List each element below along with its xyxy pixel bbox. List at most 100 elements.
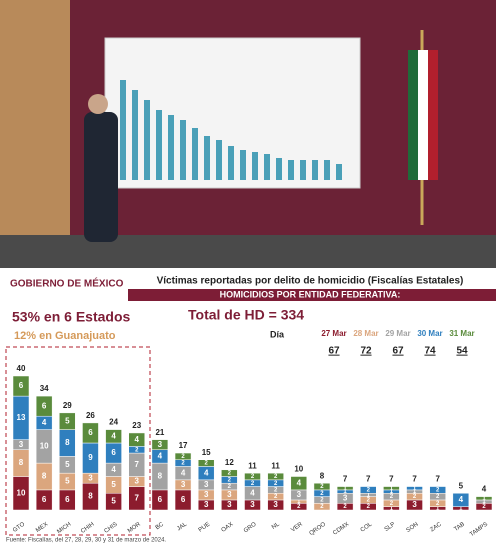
segment-label: 3 (204, 500, 209, 509)
segment-label: 2 (181, 454, 185, 460)
bar-segment (82, 422, 99, 444)
segment-label: 10 (40, 441, 49, 450)
photo-screen-bars (120, 80, 342, 180)
subtitle-band (128, 289, 496, 301)
segment-label: 5 (65, 477, 70, 486)
segment-label: 3 (343, 493, 348, 502)
segment-label: 4 (111, 465, 116, 474)
bar-total: 7 (412, 475, 417, 484)
headline: 53% en 6 Estados (12, 309, 130, 325)
x-tick-label: SON (406, 522, 420, 534)
bar-segment (35, 395, 53, 417)
segment-label: 2 (436, 494, 440, 500)
segment-label: 3 (412, 500, 417, 509)
segment-label: 6 (88, 428, 93, 437)
bar-segment (59, 412, 76, 430)
segment-label: 5 (65, 460, 70, 469)
bar-total: 11 (271, 461, 280, 470)
segment-label: 2 (274, 481, 278, 487)
x-tick-label: GTO (12, 521, 26, 533)
segment-label: 10 (17, 488, 26, 497)
x-tick-label: JAL (176, 521, 188, 532)
photo-person (84, 112, 118, 242)
segment-label: 2 (367, 504, 371, 510)
segment-label: 2 (320, 491, 324, 497)
segment-label: 8 (158, 472, 163, 481)
segment-label: 1 (482, 499, 486, 505)
segment-label: 6 (65, 495, 70, 504)
bar-total: 23 (132, 421, 141, 430)
segment-label: 4 (135, 435, 140, 444)
segment-label: 6 (42, 495, 47, 504)
segment-label: 4 (204, 468, 209, 477)
x-tick-label: CHIS (103, 522, 118, 535)
segment-label: 6 (42, 401, 47, 410)
segment-label: 2 (320, 504, 324, 510)
segment-label: 2 (181, 461, 185, 467)
photo-flag-red (428, 50, 438, 180)
bar-segment (267, 472, 284, 481)
x-tick-label: TAB (453, 522, 466, 533)
bar-segment (452, 493, 470, 507)
legend-total: 74 (424, 346, 436, 357)
highlight-box (5, 346, 151, 536)
x-tick-label: VER (290, 521, 304, 533)
segment-label: 4 (42, 418, 47, 427)
segment-label: 1 (367, 493, 371, 499)
total-label: Total de HD = 334 (188, 307, 304, 323)
x-tick-label: BC (155, 521, 166, 531)
segment-label: 2 (251, 481, 255, 487)
day-label: Día (270, 329, 285, 339)
segment-label: 2 (205, 461, 209, 467)
segment-label: 3 (181, 480, 186, 489)
x-tick-label: MICH (56, 522, 72, 536)
bar-segment (406, 486, 423, 491)
segment-label: 7 (135, 493, 140, 502)
bar-total: 40 (17, 364, 26, 373)
bar-total: 11 (248, 461, 257, 470)
photo-wall (0, 0, 70, 240)
bar-total: 7 (366, 475, 371, 484)
segment-label: 3 (227, 500, 232, 509)
x-tick-label: COL (360, 521, 374, 533)
bar-segment (128, 432, 145, 447)
bar-total: 8 (320, 471, 325, 480)
bar-segment (429, 486, 446, 494)
segment-label: 5 (111, 497, 116, 506)
bar-total: 15 (202, 448, 211, 457)
bar-segment (383, 486, 400, 491)
segment-label: 3 (273, 500, 278, 509)
source: Fuente: Fiscalías, del 27, 28, 29, 30 y … (6, 538, 166, 544)
segment-label: 3 (204, 490, 209, 499)
x-tick-label: NL (271, 521, 281, 531)
bar-segment (105, 429, 122, 444)
segment-label: 2 (274, 474, 278, 480)
segment-label: 2 (274, 494, 278, 500)
x-tick-label: GRO (243, 521, 258, 534)
legend-entry: 31 Mar (449, 329, 474, 338)
segment-label: 2 (436, 501, 440, 507)
segment-label: 2 (135, 447, 139, 453)
bar-total: 7 (389, 475, 394, 484)
bar-total: 26 (86, 411, 95, 420)
segment-label: 2 (436, 487, 440, 493)
bar-total: 7 (435, 475, 440, 484)
bar-segment (12, 375, 30, 397)
segment-label: 1 (390, 506, 394, 512)
bar-total: 34 (40, 384, 49, 393)
segment-label: 2 (251, 474, 255, 480)
segment-label: 8 (88, 492, 93, 501)
segment-label: 1 (343, 489, 347, 495)
bar-total: 10 (294, 465, 303, 474)
segment-label: 3 (297, 490, 302, 499)
bar-segment (313, 482, 331, 491)
x-tick-label: ZAC (429, 521, 443, 533)
bar-segment (151, 439, 169, 450)
segment-label: 3 (227, 490, 232, 499)
segment-label: 1 (343, 486, 347, 492)
segment-label: 5 (111, 480, 116, 489)
segment-label: 7 (135, 460, 140, 469)
segment-label: 6 (111, 448, 116, 457)
bar-total: 17 (179, 441, 188, 450)
